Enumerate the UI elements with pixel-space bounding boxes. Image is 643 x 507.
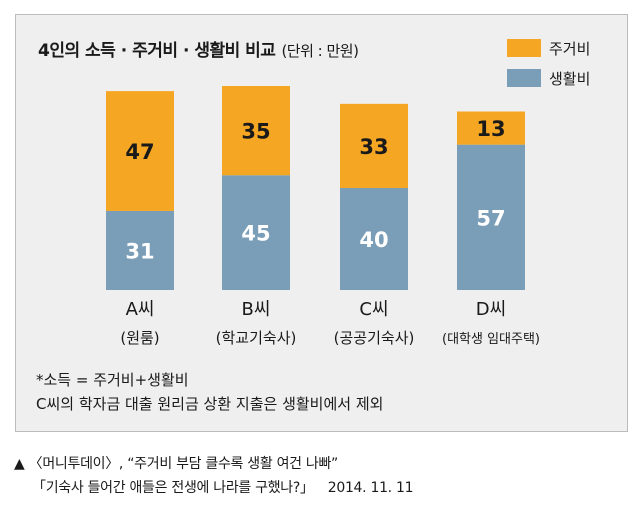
- legend-swatch-living: [507, 69, 541, 87]
- data-label-housing-4: 13: [476, 117, 505, 141]
- source-line-1: 〈머니투데이〉, “주거비 부담 클수록 생활 여건 나빠”: [28, 456, 339, 472]
- bar-housing-1: [106, 91, 174, 211]
- category-note-4: (대학생 임대주택): [442, 332, 540, 347]
- source-line-2: 「기숙사 들어간 애들은 전생에 나라를 구했나?」: [32, 480, 314, 496]
- category-label-4: D씨: [476, 299, 506, 320]
- data-label-housing-3: 33: [359, 135, 388, 159]
- data-label-living-3: 40: [359, 228, 388, 252]
- legend-item-housing: 주거비: [507, 36, 590, 60]
- legend-label-living: 생활비: [549, 69, 591, 88]
- chart-title-text: 4인의 소득 · 주거비 · 생활비 비교: [38, 41, 276, 61]
- chart-unit: (단위 : 만원): [281, 42, 359, 60]
- bar-living-3: [340, 188, 408, 290]
- data-label-housing-2: 35: [241, 120, 270, 144]
- legend-swatch-housing: [507, 39, 541, 57]
- bar-housing-4: [457, 111, 525, 145]
- legend-item-living: 생활비: [507, 66, 590, 90]
- category-label-3: C씨: [359, 299, 388, 320]
- category-note-3: (공공기숙사): [334, 329, 415, 347]
- source-citation: ▲ 〈머니투데이〉, “주거비 부담 클수록 생활 여건 나빠” 「기숙사 들어…: [14, 452, 414, 500]
- data-label-living-1: 31: [125, 239, 154, 263]
- data-label-living-4: 57: [476, 206, 505, 230]
- bar-housing-3: [340, 103, 408, 188]
- chart-legend: 주거비 생활비: [507, 36, 590, 96]
- note-exclusion: C씨의 학자금 대출 원리금 상환 지출은 생활비에서 제외: [36, 395, 384, 413]
- category-note-2: (학교기숙사): [216, 329, 297, 347]
- data-label-housing-1: 47: [125, 140, 154, 164]
- bar-living-2: [222, 175, 290, 290]
- chart-notes: *소득 = 주거비+생활비 C씨의 학자금 대출 원리금 상환 지출은 생활비에…: [36, 368, 383, 416]
- bar-living-4: [457, 144, 525, 290]
- bar-living-1: [106, 210, 174, 290]
- category-note-1: (원룸): [120, 329, 159, 347]
- chart-title: 4인의 소득 · 주거비 · 생활비 비교 (단위 : 만원): [38, 36, 359, 61]
- source-date: 2014. 11. 11: [327, 480, 414, 496]
- category-label-2: B씨: [242, 299, 271, 320]
- legend-label-housing: 주거비: [549, 39, 591, 58]
- category-label-1: A씨: [126, 299, 155, 320]
- data-label-living-2: 45: [241, 222, 270, 246]
- source-marker: ▲: [14, 456, 25, 472]
- note-income-definition: *소득 = 주거비+생활비: [36, 371, 189, 389]
- bar-housing-2: [222, 86, 290, 176]
